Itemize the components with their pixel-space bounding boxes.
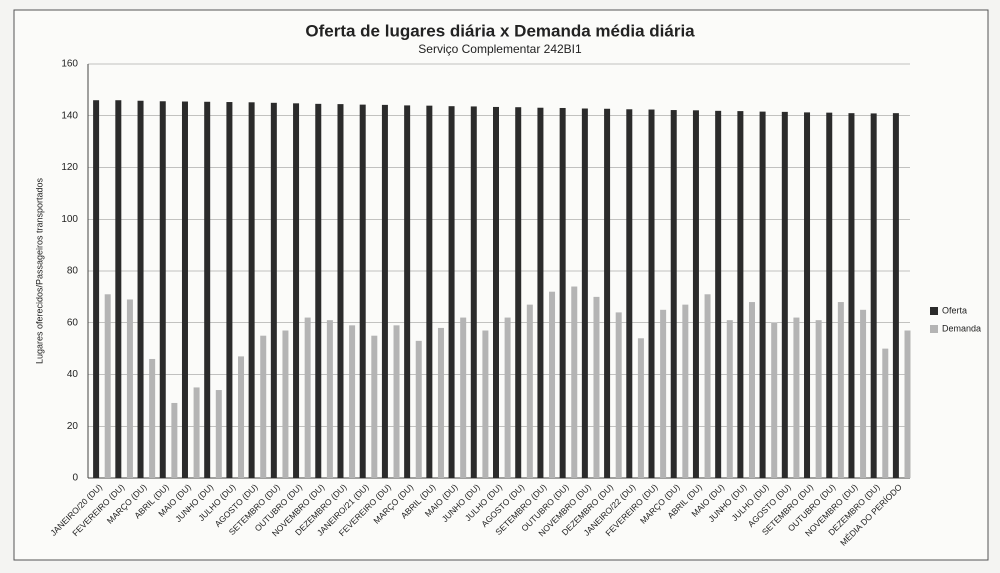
bar [715, 110, 722, 479]
bar [748, 302, 755, 478]
bar [559, 107, 566, 479]
bar [149, 358, 156, 478]
bar [248, 102, 255, 479]
y-tick-label: 160 [61, 59, 78, 70]
bar [460, 317, 467, 478]
bar [204, 101, 211, 478]
chart-title: Oferta de lugares diária x Demanda média… [305, 21, 695, 40]
bar [193, 387, 200, 478]
y-axis-label: Lugares oferecidos/Passageiros transport… [34, 177, 44, 364]
bar [615, 312, 622, 478]
y-tick-label: 0 [72, 473, 78, 484]
bar [549, 291, 556, 478]
bar [759, 111, 766, 479]
bar [670, 110, 677, 479]
bar [860, 309, 867, 478]
bar [337, 104, 344, 478]
bar [504, 317, 511, 478]
bar [515, 107, 522, 479]
bar [682, 304, 689, 478]
bar [660, 309, 667, 478]
bar [781, 111, 788, 479]
bar [870, 113, 877, 478]
bar [882, 348, 889, 478]
bar [359, 104, 366, 478]
bar [581, 108, 588, 478]
bar [537, 107, 544, 478]
bar [104, 294, 111, 478]
bar [270, 102, 277, 478]
bar [892, 113, 899, 478]
bar [526, 304, 533, 478]
bar [293, 103, 300, 478]
bar [437, 327, 444, 478]
bar [93, 100, 100, 478]
bar [571, 286, 578, 478]
bar [826, 112, 833, 479]
bar [771, 322, 778, 478]
bar [404, 105, 411, 479]
bar [604, 108, 611, 479]
bar [315, 103, 322, 478]
y-tick-label: 60 [67, 317, 79, 328]
bar [837, 302, 844, 478]
bar [226, 102, 233, 478]
bar [349, 325, 356, 478]
bar [904, 330, 911, 478]
bar [159, 101, 166, 478]
bar [593, 296, 600, 478]
y-tick-label: 100 [61, 214, 78, 225]
bar [704, 294, 711, 478]
bar [238, 356, 245, 478]
bar [648, 109, 655, 478]
y-tick-label: 140 [61, 110, 78, 121]
bar [493, 106, 499, 478]
bar [126, 299, 133, 478]
bar [815, 320, 822, 478]
bar [470, 106, 477, 478]
chart-subtitle: Serviço Complementar 242BI1 [418, 42, 582, 56]
bar [692, 110, 699, 478]
bar [137, 100, 144, 479]
bar [282, 330, 289, 478]
bar [737, 111, 744, 478]
y-tick-label: 40 [67, 369, 79, 380]
bar [326, 320, 333, 478]
y-tick-label: 20 [67, 421, 79, 432]
bar [426, 105, 433, 478]
bar [115, 100, 122, 478]
bar [726, 320, 733, 478]
y-tick-label: 80 [67, 266, 79, 277]
bar [393, 325, 400, 478]
bar [415, 340, 422, 478]
legend-swatch [930, 307, 938, 315]
bar [848, 113, 855, 478]
bar [171, 402, 178, 478]
bar [181, 101, 188, 479]
bar [804, 112, 811, 478]
bar [637, 338, 644, 478]
bar [482, 330, 489, 478]
bar [371, 335, 378, 478]
bar [626, 109, 633, 478]
bar [793, 317, 800, 478]
legend-label: Demanda [942, 323, 981, 333]
bar [304, 317, 311, 478]
bar [381, 104, 388, 478]
bar [215, 390, 222, 478]
bar [448, 106, 455, 479]
legend-label: Oferta [942, 305, 967, 315]
legend-swatch [930, 325, 938, 333]
bar [260, 335, 267, 478]
y-tick-label: 120 [61, 162, 78, 173]
